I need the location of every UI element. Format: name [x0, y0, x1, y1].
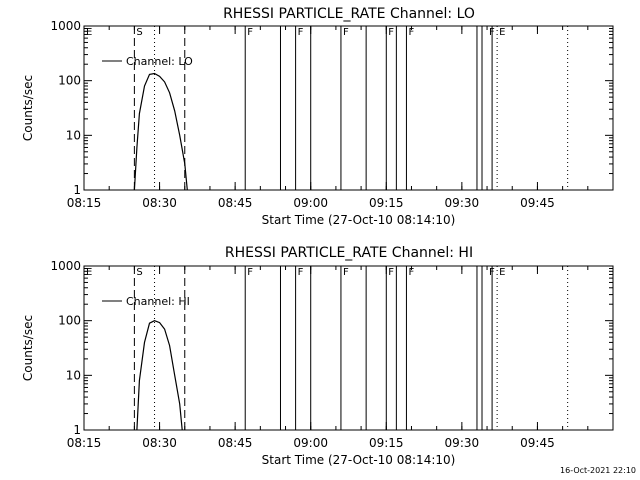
event-label: F	[343, 27, 349, 38]
chart-title: RHESSI PARTICLE_RATE Channel: LO	[223, 6, 475, 22]
event-label: F	[408, 267, 414, 278]
x-tick-label: 09:00	[293, 436, 328, 450]
event-label: E	[86, 267, 92, 278]
y-tick-label: 10	[66, 128, 81, 142]
legend-label: Channel: LO	[126, 55, 193, 68]
x-tick-label: 08:30	[142, 196, 177, 210]
x-tick-label: 08:45	[218, 196, 253, 210]
x-tick-label: 08:15	[67, 196, 102, 210]
series-line	[133, 72, 188, 191]
y-tick-label: 1000	[50, 259, 81, 273]
event-label: S	[136, 267, 142, 278]
event-label: F	[489, 27, 495, 38]
event-label: F	[408, 27, 414, 38]
event-label: F	[388, 267, 394, 278]
x-tick-label: 08:15	[67, 436, 102, 450]
chart-title: RHESSI PARTICLE_RATE Channel: HI	[225, 245, 473, 261]
y-axis-label: Counts/sec	[21, 75, 35, 141]
event-label: F	[343, 267, 349, 278]
event-label: S	[136, 27, 142, 38]
x-axis-label: Start Time (27-Oct-10 08:14:10)	[262, 453, 456, 467]
event-label: F	[388, 27, 394, 38]
x-tick-label: 09:30	[445, 196, 480, 210]
x-tick-label: 09:45	[520, 196, 555, 210]
event-label: F	[247, 27, 253, 38]
x-tick-label: 09:00	[293, 196, 328, 210]
x-tick-label: 09:15	[369, 436, 404, 450]
plot-frame	[83, 265, 614, 431]
series-line	[136, 320, 183, 431]
footer-timestamp: 16-Oct-2021 22:10	[560, 466, 636, 475]
x-tick-label: 09:30	[445, 436, 480, 450]
event-label: E	[499, 27, 505, 38]
plot-frame	[83, 25, 614, 191]
y-tick-label: 100	[58, 314, 81, 328]
y-tick-label: 1	[73, 423, 81, 437]
event-label: F	[298, 267, 304, 278]
event-label: F	[489, 267, 495, 278]
y-tick-label: 10	[66, 368, 81, 382]
y-axis-label: Counts/sec	[21, 315, 35, 381]
x-tick-label: 08:45	[218, 436, 253, 450]
event-label: F	[298, 27, 304, 38]
event-label: E	[86, 27, 92, 38]
y-tick-label: 1	[73, 183, 81, 197]
y-tick-label: 1000	[50, 19, 81, 33]
legend-label: Channel: HI	[126, 295, 190, 308]
x-tick-label: 08:30	[142, 436, 177, 450]
x-tick-label: 09:15	[369, 196, 404, 210]
y-tick-label: 100	[58, 74, 81, 88]
x-tick-label: 09:45	[520, 436, 555, 450]
x-axis-label: Start Time (27-Oct-10 08:14:10)	[262, 213, 456, 227]
event-label: F	[247, 267, 253, 278]
event-label: E	[499, 267, 505, 278]
